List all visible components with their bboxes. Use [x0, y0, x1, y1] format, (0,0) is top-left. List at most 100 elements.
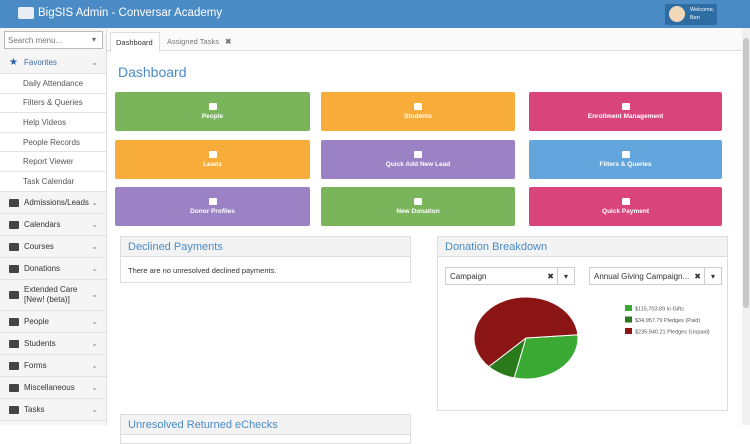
chevron: ⌄ — [91, 219, 98, 229]
menu-subitem[interactable]: People Records — [0, 132, 106, 153]
tile-icon — [621, 198, 630, 205]
menu-item[interactable]: Admissions/Leads ⌄ — [0, 192, 106, 214]
menu-icon — [9, 242, 19, 251]
menu-item[interactable]: Extended Care [New! (beta)] ⌄ — [0, 280, 106, 311]
tile-icon — [414, 103, 422, 110]
menu-label: Tasks — [24, 404, 45, 414]
menu-label: Report Viewer — [23, 157, 74, 167]
menu-icon — [9, 339, 19, 348]
chevron: ⌄ — [91, 290, 98, 299]
menu-label: People Records — [23, 137, 80, 147]
menu-item[interactable]: People ⌄ — [0, 311, 106, 333]
menu-subitem[interactable]: Daily Attendance — [0, 74, 106, 94]
menu-subitem[interactable]: Report Viewer — [0, 152, 106, 172]
tab-label: Assigned Tasks — [167, 37, 219, 46]
dashboard-tile[interactable]: Quick Payment — [529, 187, 722, 226]
sidebar: Search menu... ▾ Favorites ⌄ ★ Daily Attenda… — [0, 28, 107, 425]
dashboard-tile[interactable]: Enrollment Management — [529, 92, 722, 131]
menu-icon — [9, 317, 19, 326]
menu-subitem[interactable]: Task Calendar — [0, 172, 106, 192]
tab[interactable]: Dashboard — [110, 32, 160, 52]
menu-label: Donations — [24, 263, 61, 273]
tile-icon — [414, 151, 422, 158]
tab-bar: Dashboard Assigned Tasks ✖ — [107, 28, 750, 52]
dashboard-tile[interactable]: Leads — [115, 140, 310, 179]
menu-item[interactable]: Favorites ⌄ ★ — [0, 52, 106, 74]
menu-subitem[interactable]: Filters & Queries — [0, 93, 106, 114]
search-box[interactable]: Search menu... ▾ — [4, 31, 103, 49]
chevron: ⌄ — [91, 382, 98, 392]
menu-item[interactable]: Tasks ⌄ — [0, 399, 106, 421]
legend-swatch — [625, 316, 632, 323]
tile-label: Quick Payment — [602, 208, 649, 215]
menu-label: Favorites — [24, 58, 57, 67]
menu-icon — [9, 220, 19, 229]
chevron: ⌄ — [91, 241, 98, 251]
user-name: Ben — [690, 15, 700, 21]
menu-label: Students — [24, 338, 56, 348]
menu-icon — [9, 383, 19, 392]
menu-label: Task Calendar — [23, 176, 75, 186]
filter-label: Campaign — [450, 272, 487, 281]
chevron: ⌄ — [91, 263, 98, 273]
tile-icon — [621, 151, 630, 158]
chevron: ⌄ — [91, 197, 98, 207]
menu-item[interactable]: Courses ⌄ — [0, 236, 106, 258]
menu-icon — [9, 405, 19, 414]
dashboard-tile[interactable]: People — [115, 92, 310, 131]
menu-label: Forms — [24, 360, 47, 370]
tile-label: Quick Add New Lead — [385, 161, 451, 168]
dashboard-tile[interactable]: New Donation — [321, 187, 515, 226]
welcome: Welcome, — [690, 7, 715, 13]
logo — [18, 7, 34, 19]
tile-label: Leads — [203, 161, 222, 168]
filter-select[interactable]: Campaign ✖ ▾ — [445, 267, 575, 285]
menu-icon — [9, 291, 19, 299]
tile-label: New Donation — [396, 208, 440, 215]
tile-label: People — [201, 113, 224, 120]
panel-title: Donation Breakdown — [438, 237, 727, 257]
tile-icon — [208, 151, 217, 158]
legend-label: $115,703.89 in Gifts — [635, 307, 684, 313]
tile-icon — [208, 103, 217, 110]
tile-label: Donor Profiles — [190, 208, 235, 215]
chevron: ⌄ — [91, 404, 98, 414]
tab[interactable]: Assigned Tasks ✖ — [167, 37, 232, 46]
legend-label: $34,957.79 Pledges (Paid) — [635, 318, 700, 324]
menu-icon — [9, 264, 19, 273]
tile-label: Filters & Queries — [599, 161, 652, 168]
legend-label: $235,940.21 Pledges (Unpaid) — [635, 330, 710, 336]
tile-label: Enrollment Management — [587, 113, 664, 120]
tile-label: Students — [404, 113, 432, 120]
dashboard-tile[interactable]: Quick Add New Lead — [321, 140, 515, 179]
menu-icon — [9, 361, 19, 370]
menu-label: Courses — [24, 241, 54, 251]
user-menu[interactable]: Welcome, Ben — [665, 4, 717, 25]
dashboard-tile[interactable]: Donor Profiles — [115, 187, 310, 226]
dashboard-tile[interactable]: Students — [321, 92, 515, 131]
menu-item[interactable]: Calendars ⌄ — [0, 214, 106, 236]
panel-title: Declined Payments — [121, 237, 410, 257]
menu-label: Calendars — [24, 219, 61, 229]
legend-swatch — [625, 305, 632, 311]
tile-icon — [414, 198, 422, 205]
menu-subitem[interactable]: Help Videos — [0, 113, 106, 133]
filter-label: Annual Giving Campaign... — [594, 272, 690, 281]
pie-slice — [513, 334, 579, 380]
panel-message: There are no unresolved declined payment… — [128, 266, 277, 275]
chevron: ⌄ — [91, 58, 98, 67]
chevron: ⌄ — [91, 316, 98, 326]
menu-item[interactable]: Donations ⌄ — [0, 258, 106, 280]
menu-label: Admissions/Leads — [24, 197, 89, 207]
dashboard-tile[interactable]: Filters & Queries — [529, 140, 722, 179]
panel-title: Unresolved Returned eChecks — [121, 415, 410, 435]
menu-label: People — [24, 316, 49, 326]
menu-item[interactable]: Miscellaneous ⌄ — [0, 377, 106, 399]
echecks-panel: Unresolved Returned eChecks — [120, 414, 411, 444]
top-bar: BigSIS Admin - Conversar Academy Welcome… — [0, 0, 750, 28]
pie-chart: $115,703.89 in Gifts $34,957.79 Pledges (… — [473, 296, 710, 380]
menu-item[interactable]: Students ⌄ — [0, 333, 106, 355]
filter-select[interactable]: Annual Giving Campaign... ✖ ▾ — [589, 267, 722, 285]
menu-item[interactable]: Forms ⌄ — [0, 355, 106, 377]
